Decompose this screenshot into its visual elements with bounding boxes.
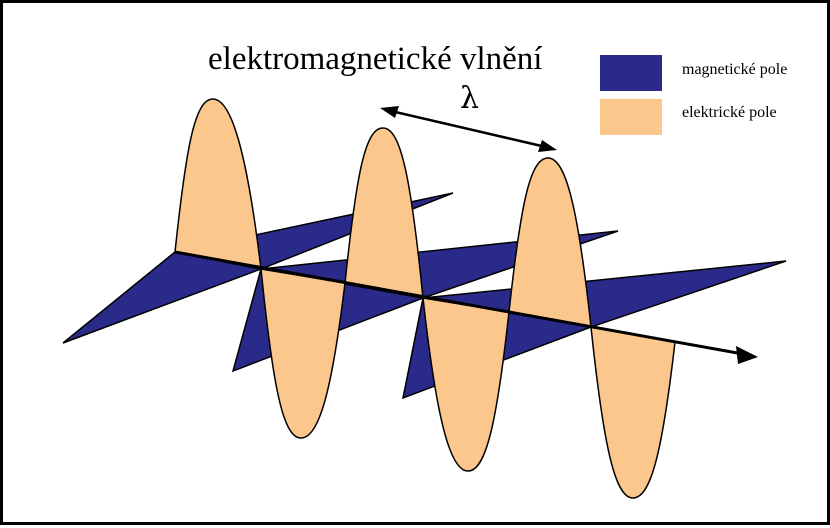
electric-lobe (174, 98, 262, 270)
legend-label-electric: elektrické pole (682, 104, 777, 121)
diagram-title: elektromagnetické vlnění (208, 41, 543, 77)
electric-lobe (260, 268, 346, 439)
legend-swatch-electric (600, 99, 662, 135)
electric-lobe (590, 326, 676, 499)
wave-diagram (62, 98, 787, 499)
propagation-arrowhead (736, 346, 758, 364)
propagation-axis (174, 250, 744, 356)
electric-lobe (508, 157, 592, 328)
electric-field-wave (174, 98, 676, 499)
legend-label-magnetic: magnetické pole (682, 61, 788, 78)
wavelength-arrowhead-right (538, 140, 557, 152)
wavelength-arrow (390, 109, 547, 149)
magnetic-lobe (62, 251, 264, 344)
wavelength-symbol: λ (460, 81, 480, 116)
wavelength-arrowhead-left (380, 106, 399, 118)
legend-swatch-magnetic (600, 55, 662, 91)
electric-lobe (422, 297, 510, 472)
electric-lobe (344, 127, 424, 299)
